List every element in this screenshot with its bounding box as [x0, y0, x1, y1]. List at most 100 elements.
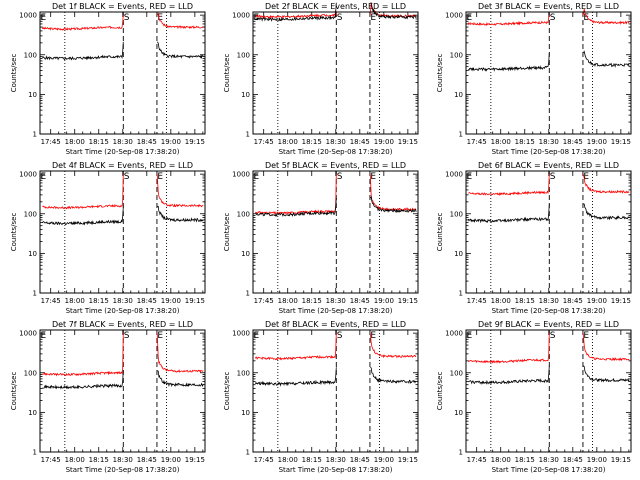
- y-axis-label: Counts/sec: [436, 213, 444, 252]
- interval-marker: E: [253, 172, 259, 182]
- y-axis-label: Counts/sec: [436, 54, 444, 93]
- y-tick-label: 1000: [445, 330, 463, 338]
- x-tick-label: 17:45: [467, 456, 487, 464]
- x-tick-label: 18:15: [89, 456, 109, 464]
- panel-title: Det 6f BLACK = Events, RED = LLD: [478, 161, 619, 170]
- series-black-events-segment-1: [255, 197, 337, 217]
- panel-8: Det 8f BLACK = Events, RED = LLD Counts/s…: [223, 320, 419, 474]
- interval-marker: S: [550, 172, 556, 182]
- x-tick-label: 18:30: [113, 297, 133, 305]
- x-axis-label: Start Time (20-Sep-08 17:38:20): [492, 307, 606, 315]
- series-black-events-segment-2: [583, 203, 630, 221]
- x-tick-label: 18:30: [539, 297, 559, 305]
- interval-marker: E: [466, 172, 472, 182]
- series-red-lld-segment-2: [369, 174, 417, 212]
- y-tick-label: 1000: [232, 12, 250, 20]
- x-tick-label: 19:00: [587, 138, 607, 146]
- x-tick-label: 17:45: [254, 456, 274, 464]
- x-tick-label: 19:15: [611, 456, 631, 464]
- series-black-events-segment-1: [468, 52, 550, 72]
- y-tick-label: 1: [459, 131, 463, 139]
- x-axis-label: Start Time (20-Sep-08 17:38:20): [279, 148, 393, 156]
- x-tick-label: 18:00: [491, 456, 511, 464]
- y-axis-label: Counts/sec: [10, 213, 18, 252]
- x-tick-label: 18:30: [326, 138, 346, 146]
- x-axis-label: Start Time (20-Sep-08 17:38:20): [279, 307, 393, 315]
- x-tick-label: 18:45: [350, 138, 370, 146]
- x-tick-label: 18:15: [89, 138, 109, 146]
- y-tick-label: 1: [246, 290, 250, 298]
- x-tick-label: 19:00: [587, 297, 607, 305]
- x-tick-label: 19:00: [587, 456, 607, 464]
- x-tick-label: 18:00: [491, 138, 511, 146]
- y-tick-label: 1: [246, 131, 250, 139]
- interval-marker: S: [124, 172, 130, 182]
- interval-marker: E: [583, 331, 589, 341]
- x-tick-label: 18:00: [278, 138, 298, 146]
- x-tick-label: 18:00: [65, 138, 85, 146]
- series-red-lld-segment-2: [582, 8, 630, 25]
- x-tick-label: 19:15: [398, 297, 418, 305]
- y-tick-label: 1: [459, 290, 463, 298]
- panel-title: Det 2f BLACK = Events, RED = LLD: [265, 2, 406, 11]
- x-tick-label: 17:45: [467, 138, 487, 146]
- interval-marker: S: [124, 13, 130, 23]
- series-black-events-segment-2: [582, 50, 630, 68]
- series-red-lld-segment-1: [255, 333, 337, 361]
- x-tick-label: 17:45: [41, 138, 61, 146]
- x-tick-label: 19:15: [185, 456, 205, 464]
- panel-3: Det 3f BLACK = Events, RED = LLD Counts/s…: [436, 2, 632, 156]
- interval-marker: E: [40, 172, 46, 182]
- plot-frame: [39, 11, 206, 135]
- series-red-lld-segment-2: [156, 333, 204, 373]
- interval-marker: E: [40, 331, 46, 341]
- x-axis-label: Start Time (20-Sep-08 17:38:20): [492, 466, 606, 474]
- x-axis-label: Start Time (20-Sep-08 17:38:20): [66, 148, 180, 156]
- x-tick-label: 18:45: [137, 138, 157, 146]
- series-red-lld-segment-1: [255, 174, 337, 216]
- x-tick-label: 19:15: [398, 138, 418, 146]
- x-axis-label: Start Time (20-Sep-08 17:38:20): [279, 466, 393, 474]
- y-tick-label: 10: [241, 91, 250, 99]
- plot-frame: [39, 170, 206, 294]
- x-tick-label: 18:15: [302, 297, 322, 305]
- panel-title: Det 7f BLACK = Events, RED = LLD: [52, 320, 193, 329]
- interval-marker: E: [157, 172, 163, 182]
- panel-9: Det 9f BLACK = Events, RED = LLD Counts/s…: [436, 320, 632, 474]
- series-red-lld-segment-2: [156, 174, 204, 208]
- series-black-events-segment-1: [255, 2, 337, 22]
- plot-frame: [252, 11, 419, 135]
- plot-frame: [252, 329, 419, 453]
- series-red-lld-segment-1: [468, 15, 550, 27]
- y-tick-label: 1000: [19, 171, 37, 179]
- y-tick-label: 10: [28, 250, 37, 258]
- panel-5: Det 5f BLACK = Events, RED = LLD Counts/s…: [223, 161, 419, 315]
- x-tick-label: 18:15: [515, 456, 535, 464]
- y-tick-label: 10: [454, 91, 463, 99]
- series-black-events-segment-2: [156, 41, 204, 60]
- y-tick-label: 100: [24, 51, 37, 59]
- interval-marker: S: [337, 13, 343, 23]
- plot-frame: [465, 11, 632, 135]
- panel-title: Det 1f BLACK = Events, RED = LLD: [52, 2, 193, 11]
- interval-marker: E: [370, 172, 376, 182]
- series-black-events-segment-2: [369, 196, 417, 213]
- series-red-lld-segment-1: [468, 333, 550, 364]
- x-tick-label: 19:00: [374, 138, 394, 146]
- x-tick-label: 19:15: [611, 297, 631, 305]
- x-axis-label: Start Time (20-Sep-08 17:38:20): [492, 148, 606, 156]
- y-tick-label: 10: [454, 409, 463, 417]
- x-tick-label: 17:45: [254, 297, 274, 305]
- x-tick-label: 18:45: [563, 297, 583, 305]
- x-tick-label: 18:30: [326, 456, 346, 464]
- series-black-events-segment-1: [255, 367, 337, 387]
- y-tick-label: 10: [454, 250, 463, 258]
- x-tick-label: 19:15: [611, 138, 631, 146]
- x-tick-label: 19:00: [161, 297, 181, 305]
- y-axis-label: Counts/sec: [223, 213, 231, 252]
- panel-7: Det 7f BLACK = Events, RED = LLD Counts/s…: [10, 320, 206, 474]
- x-tick-label: 18:45: [563, 138, 583, 146]
- series-red-lld-segment-2: [369, 333, 417, 359]
- y-tick-label: 10: [28, 409, 37, 417]
